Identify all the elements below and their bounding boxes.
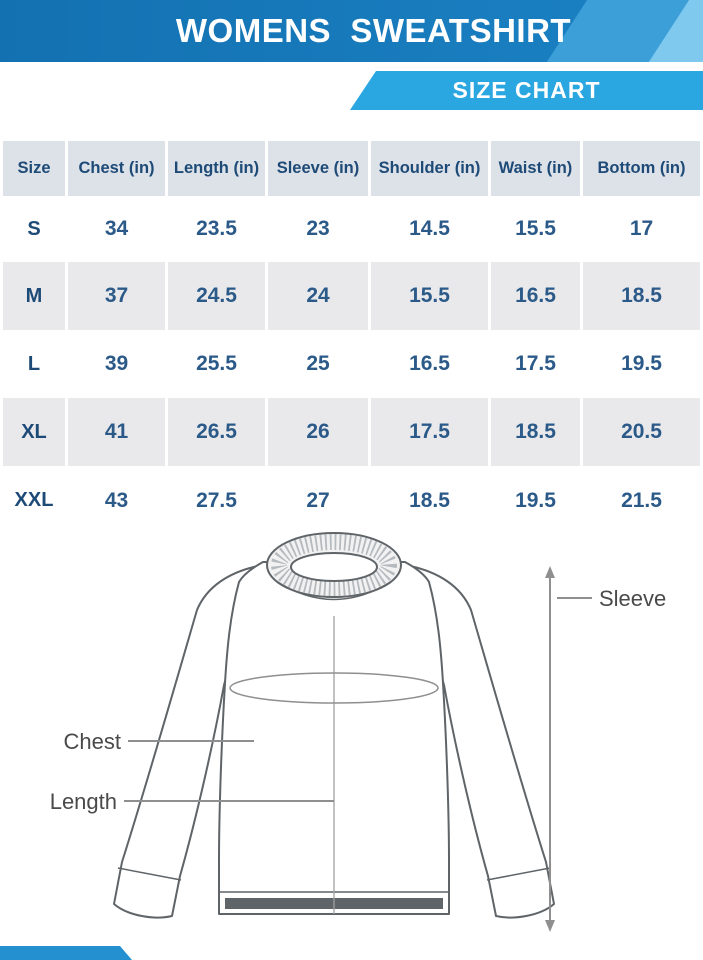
value-cell: 23 [306,217,330,240]
value-cell: 37 [68,262,165,330]
sleeve-arrow-bottom [545,920,555,932]
header-cell: Size [3,141,65,196]
size-cell: S [27,217,41,240]
size-chart-label: SIZE CHART [452,77,601,103]
length-label: Length [50,789,117,814]
value-cell: 18.5 [583,262,700,330]
value-cell: 41 [68,398,165,466]
collar-seam [275,580,393,601]
value-cell: 15.5 [515,217,556,240]
header-cell: Chest (in) [68,141,165,196]
right-sleeve [409,565,555,919]
size-chart-ribbon: SIZE CHART [350,71,703,110]
sleeve-arrow-top [545,566,555,578]
size-table: Size Chest (in) Length (in) Sleeve (in) … [3,141,700,535]
value-cell: 27 [306,488,330,512]
sleeve-label: Sleeve [599,586,666,611]
size-cell: M [3,262,65,330]
value-cell: 43 [104,488,129,512]
footer-accent-bar [0,946,132,960]
value-cell: 17.5 [371,398,488,466]
collar-ribbing [271,534,397,596]
size-cell: L [27,352,41,375]
header-cell: Shoulder (in) [371,141,488,196]
value-cell: 16.5 [491,262,580,330]
size-cell: XL [3,398,65,466]
chest-measure-ellipse [229,672,439,704]
value-cell: 24 [268,262,368,330]
left-cuff-seam [117,867,182,881]
header-cell: Sleeve (in) [268,141,368,196]
value-cell: 18.5 [491,398,580,466]
value-cell: 15.5 [371,262,488,330]
header-cell: Bottom (in) [583,141,700,196]
size-cell: XXL [14,489,54,511]
header-cell: Waist (in) [491,141,580,196]
value-cell: 27.5 [196,488,237,512]
page-title: WOMENS SWEATSHIRT [175,12,572,49]
value-cell: 18.5 [409,488,450,512]
value-cell: 34 [104,217,129,240]
chest-label: Chest [64,729,121,754]
right-cuff-seam [486,867,551,881]
value-cell: 19.5 [515,488,556,512]
sweatshirt-diagram: Sleeve Chest Length [0,520,703,955]
collar-inner [290,552,378,582]
value-cell: 26 [268,398,368,466]
value-cell: 21.5 [621,488,662,512]
value-cell: 14.5 [409,217,450,240]
value-cell: 25 [306,352,330,375]
value-cell: 16.5 [409,352,450,375]
value-cell: 17.5 [515,352,556,375]
value-cell: 24.5 [168,262,265,330]
header-cell: Length (in) [168,141,265,196]
value-cell: 26.5 [168,398,265,466]
value-cell: 19.5 [621,352,662,375]
value-cell: 39 [104,352,129,375]
value-cell: 20.5 [583,398,700,466]
header-banner: WOMENS SWEATSHIRT [0,0,703,62]
value-cell: 25.5 [196,352,237,375]
value-cell: 23.5 [196,217,237,240]
value-cell: 17 [629,217,654,240]
